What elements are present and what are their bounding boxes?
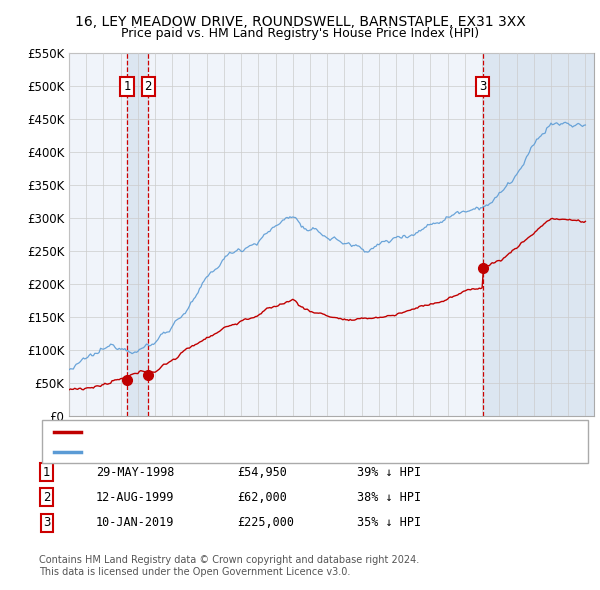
- Text: Price paid vs. HM Land Registry's House Price Index (HPI): Price paid vs. HM Land Registry's House …: [121, 27, 479, 40]
- Text: £62,000: £62,000: [237, 491, 287, 504]
- Text: 1: 1: [43, 466, 50, 478]
- Text: £225,000: £225,000: [237, 516, 294, 529]
- Text: 2: 2: [145, 80, 152, 93]
- Text: 3: 3: [43, 516, 50, 529]
- Text: 12-AUG-1999: 12-AUG-1999: [96, 491, 175, 504]
- Text: 16, LEY MEADOW DRIVE, ROUNDSWELL, BARNSTAPLE, EX31 3XX: 16, LEY MEADOW DRIVE, ROUNDSWELL, BARNST…: [74, 15, 526, 29]
- Text: 35% ↓ HPI: 35% ↓ HPI: [357, 516, 421, 529]
- Text: 29-MAY-1998: 29-MAY-1998: [96, 466, 175, 478]
- Text: 1: 1: [124, 80, 131, 93]
- Text: 10-JAN-2019: 10-JAN-2019: [96, 516, 175, 529]
- Text: HPI: Average price, detached house, North Devon: HPI: Average price, detached house, Nort…: [87, 447, 359, 457]
- Bar: [482, 53, 594, 416]
- Text: 16, LEY MEADOW DRIVE, ROUNDSWELL, BARNSTAPLE, EX31 3XX (detached house): 16, LEY MEADOW DRIVE, ROUNDSWELL, BARNST…: [87, 427, 542, 437]
- Text: £54,950: £54,950: [237, 466, 287, 478]
- Text: 38% ↓ HPI: 38% ↓ HPI: [357, 491, 421, 504]
- Text: 39% ↓ HPI: 39% ↓ HPI: [357, 466, 421, 478]
- Text: Contains HM Land Registry data © Crown copyright and database right 2024.
This d: Contains HM Land Registry data © Crown c…: [39, 555, 419, 577]
- Bar: [127, 53, 148, 416]
- Text: 2: 2: [43, 491, 50, 504]
- Text: 3: 3: [479, 80, 487, 93]
